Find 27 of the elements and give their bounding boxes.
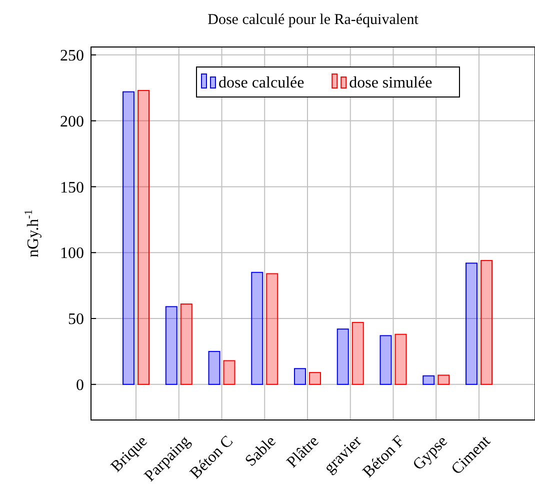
bar bbox=[251, 272, 264, 385]
bar bbox=[394, 334, 407, 385]
bar bbox=[294, 368, 306, 385]
bar bbox=[438, 374, 450, 385]
bar bbox=[122, 91, 134, 385]
y-tick-label: 150 bbox=[60, 179, 84, 196]
bar bbox=[380, 335, 392, 385]
y-tick-label: 50 bbox=[68, 311, 84, 328]
bar bbox=[336, 328, 349, 385]
bar bbox=[223, 360, 236, 385]
legend-label: dose simulée bbox=[349, 74, 432, 92]
bar bbox=[138, 90, 150, 385]
y-tick-label: 200 bbox=[60, 113, 84, 130]
bar bbox=[352, 322, 364, 385]
bar bbox=[266, 273, 278, 385]
bar bbox=[165, 306, 178, 385]
chart-title: Dose calculé pour le Ra-équivalent bbox=[208, 12, 420, 28]
bar bbox=[309, 372, 321, 385]
y-tick-label: 0 bbox=[76, 377, 84, 394]
bar bbox=[422, 375, 435, 385]
bar bbox=[480, 260, 492, 385]
bar bbox=[466, 262, 478, 385]
y-tick-label: 250 bbox=[60, 48, 84, 65]
bar bbox=[208, 350, 220, 385]
y-tick-label: 100 bbox=[60, 245, 84, 262]
legend-label: dose calculée bbox=[218, 74, 304, 92]
bar bbox=[180, 304, 192, 385]
